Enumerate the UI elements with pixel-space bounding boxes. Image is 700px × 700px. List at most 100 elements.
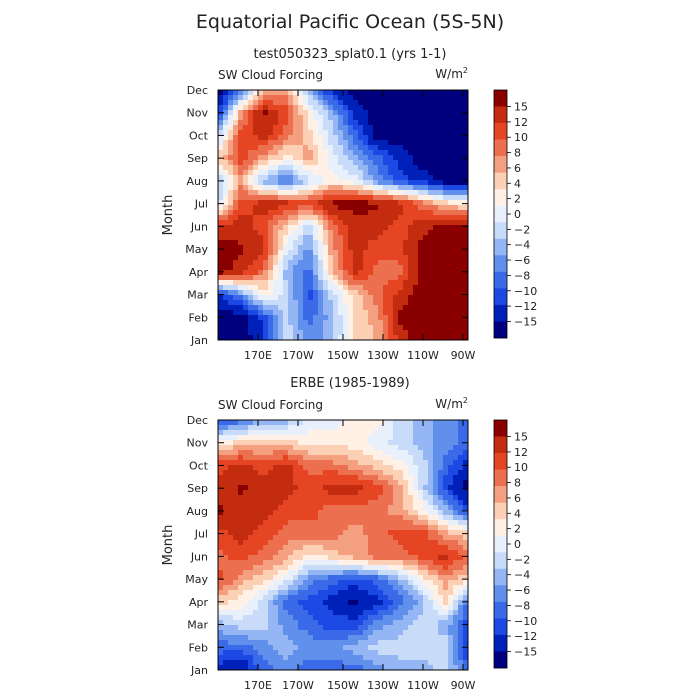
heatmap-cell xyxy=(438,160,444,166)
heatmap-cell xyxy=(358,170,364,176)
heatmap-cell xyxy=(273,135,279,141)
heatmap-cell xyxy=(243,145,249,151)
heatmap-cell xyxy=(373,220,379,226)
heatmap-cell xyxy=(313,325,319,331)
heatmap-cell xyxy=(308,435,314,441)
heatmap-cell xyxy=(233,425,239,431)
heatmap-cell xyxy=(278,100,284,106)
heatmap-cell xyxy=(333,425,339,431)
heatmap-cell xyxy=(423,250,429,256)
heatmap-cell xyxy=(298,600,304,606)
heatmap-cell xyxy=(408,90,414,96)
heatmap-cell xyxy=(248,185,254,191)
heatmap-cell xyxy=(373,300,379,306)
heatmap-cell xyxy=(358,550,364,556)
heatmap-cell xyxy=(318,650,324,656)
heatmap-cell xyxy=(413,210,419,216)
heatmap-cell xyxy=(388,555,394,561)
heatmap-cell xyxy=(253,420,259,426)
heatmap-cell xyxy=(253,520,259,526)
heatmap-cell xyxy=(228,570,234,576)
heatmap-cell xyxy=(308,655,314,661)
heatmap-cell xyxy=(358,600,364,606)
heatmap-cell xyxy=(238,185,244,191)
heatmap-cell xyxy=(223,300,229,306)
heatmap-cell xyxy=(383,450,389,456)
heatmap-cell xyxy=(253,180,259,186)
heatmap-cell xyxy=(303,615,309,621)
heatmap-cell xyxy=(263,560,269,566)
heatmap-cell xyxy=(378,435,384,441)
heatmap-cell xyxy=(418,575,424,581)
heatmap-cell xyxy=(438,135,444,141)
heatmap-cell xyxy=(248,305,254,311)
heatmap-cell xyxy=(313,220,319,226)
heatmap-cell xyxy=(453,255,459,261)
heatmap-cell xyxy=(263,180,269,186)
heatmap-cell xyxy=(313,540,319,546)
heatmap-cell xyxy=(368,305,374,311)
heatmap-cell xyxy=(248,615,254,621)
heatmap-cell xyxy=(313,210,319,216)
heatmap-cell xyxy=(348,90,354,96)
heatmap-cell xyxy=(283,485,289,491)
heatmap-cell xyxy=(393,260,399,266)
heatmap-cell xyxy=(283,550,289,556)
heatmap-cell xyxy=(328,545,334,551)
heatmap-cell xyxy=(408,495,414,501)
heatmap-cell xyxy=(263,135,269,141)
heatmap-cell xyxy=(233,615,239,621)
heatmap-cell xyxy=(333,420,339,426)
heatmap-cell xyxy=(323,210,329,216)
heatmap-cell xyxy=(383,230,389,236)
heatmap-cell xyxy=(393,215,399,221)
heatmap-cell xyxy=(343,585,349,591)
heatmap-cell xyxy=(328,190,334,196)
heatmap-cell xyxy=(223,240,229,246)
heatmap-cell xyxy=(403,455,409,461)
heatmap-cell xyxy=(273,270,279,276)
heatmap-cell xyxy=(373,190,379,196)
heatmap-cell xyxy=(368,185,374,191)
heatmap-cell xyxy=(438,305,444,311)
heatmap-cell xyxy=(303,110,309,116)
heatmap-cell xyxy=(448,575,454,581)
heatmap-cell xyxy=(223,110,229,116)
heatmap-cell xyxy=(403,525,409,531)
heatmap-cell xyxy=(463,470,468,476)
heatmap-cell xyxy=(373,135,379,141)
heatmap-cell xyxy=(333,95,339,101)
heatmap-cell xyxy=(353,120,359,126)
heatmap-cell xyxy=(413,310,419,316)
heatmap-cell xyxy=(388,550,394,556)
heatmap-cell xyxy=(338,655,344,661)
heatmap-cell xyxy=(273,335,279,340)
heatmap-cell xyxy=(298,300,304,306)
heatmap-cell xyxy=(348,235,354,241)
heatmap-cell xyxy=(373,170,379,176)
heatmap-cell xyxy=(273,205,279,211)
heatmap-cell xyxy=(278,90,284,96)
heatmap-cell xyxy=(268,260,274,266)
heatmap-cell xyxy=(323,250,329,256)
heatmap-cell xyxy=(358,210,364,216)
heatmap-cell xyxy=(293,450,299,456)
heatmap-cell xyxy=(233,455,239,461)
heatmap-cell xyxy=(223,120,229,126)
heatmap-cell xyxy=(268,110,274,116)
heatmap-cell xyxy=(418,430,424,436)
heatmap-cell xyxy=(368,640,374,646)
heatmap-cell xyxy=(288,515,294,521)
heatmap-cell xyxy=(383,480,389,486)
heatmap-cell xyxy=(278,420,284,426)
heatmap-cell xyxy=(368,535,374,541)
heatmap-cell xyxy=(338,250,344,256)
heatmap-cell xyxy=(463,460,468,466)
heatmap-cell xyxy=(353,285,359,291)
heatmap-cell xyxy=(408,625,414,631)
heatmap-cell xyxy=(393,585,399,591)
heatmap-cell xyxy=(358,305,364,311)
heatmap-cell xyxy=(393,140,399,146)
heatmap-cell xyxy=(418,100,424,106)
heatmap-cell xyxy=(218,95,224,101)
